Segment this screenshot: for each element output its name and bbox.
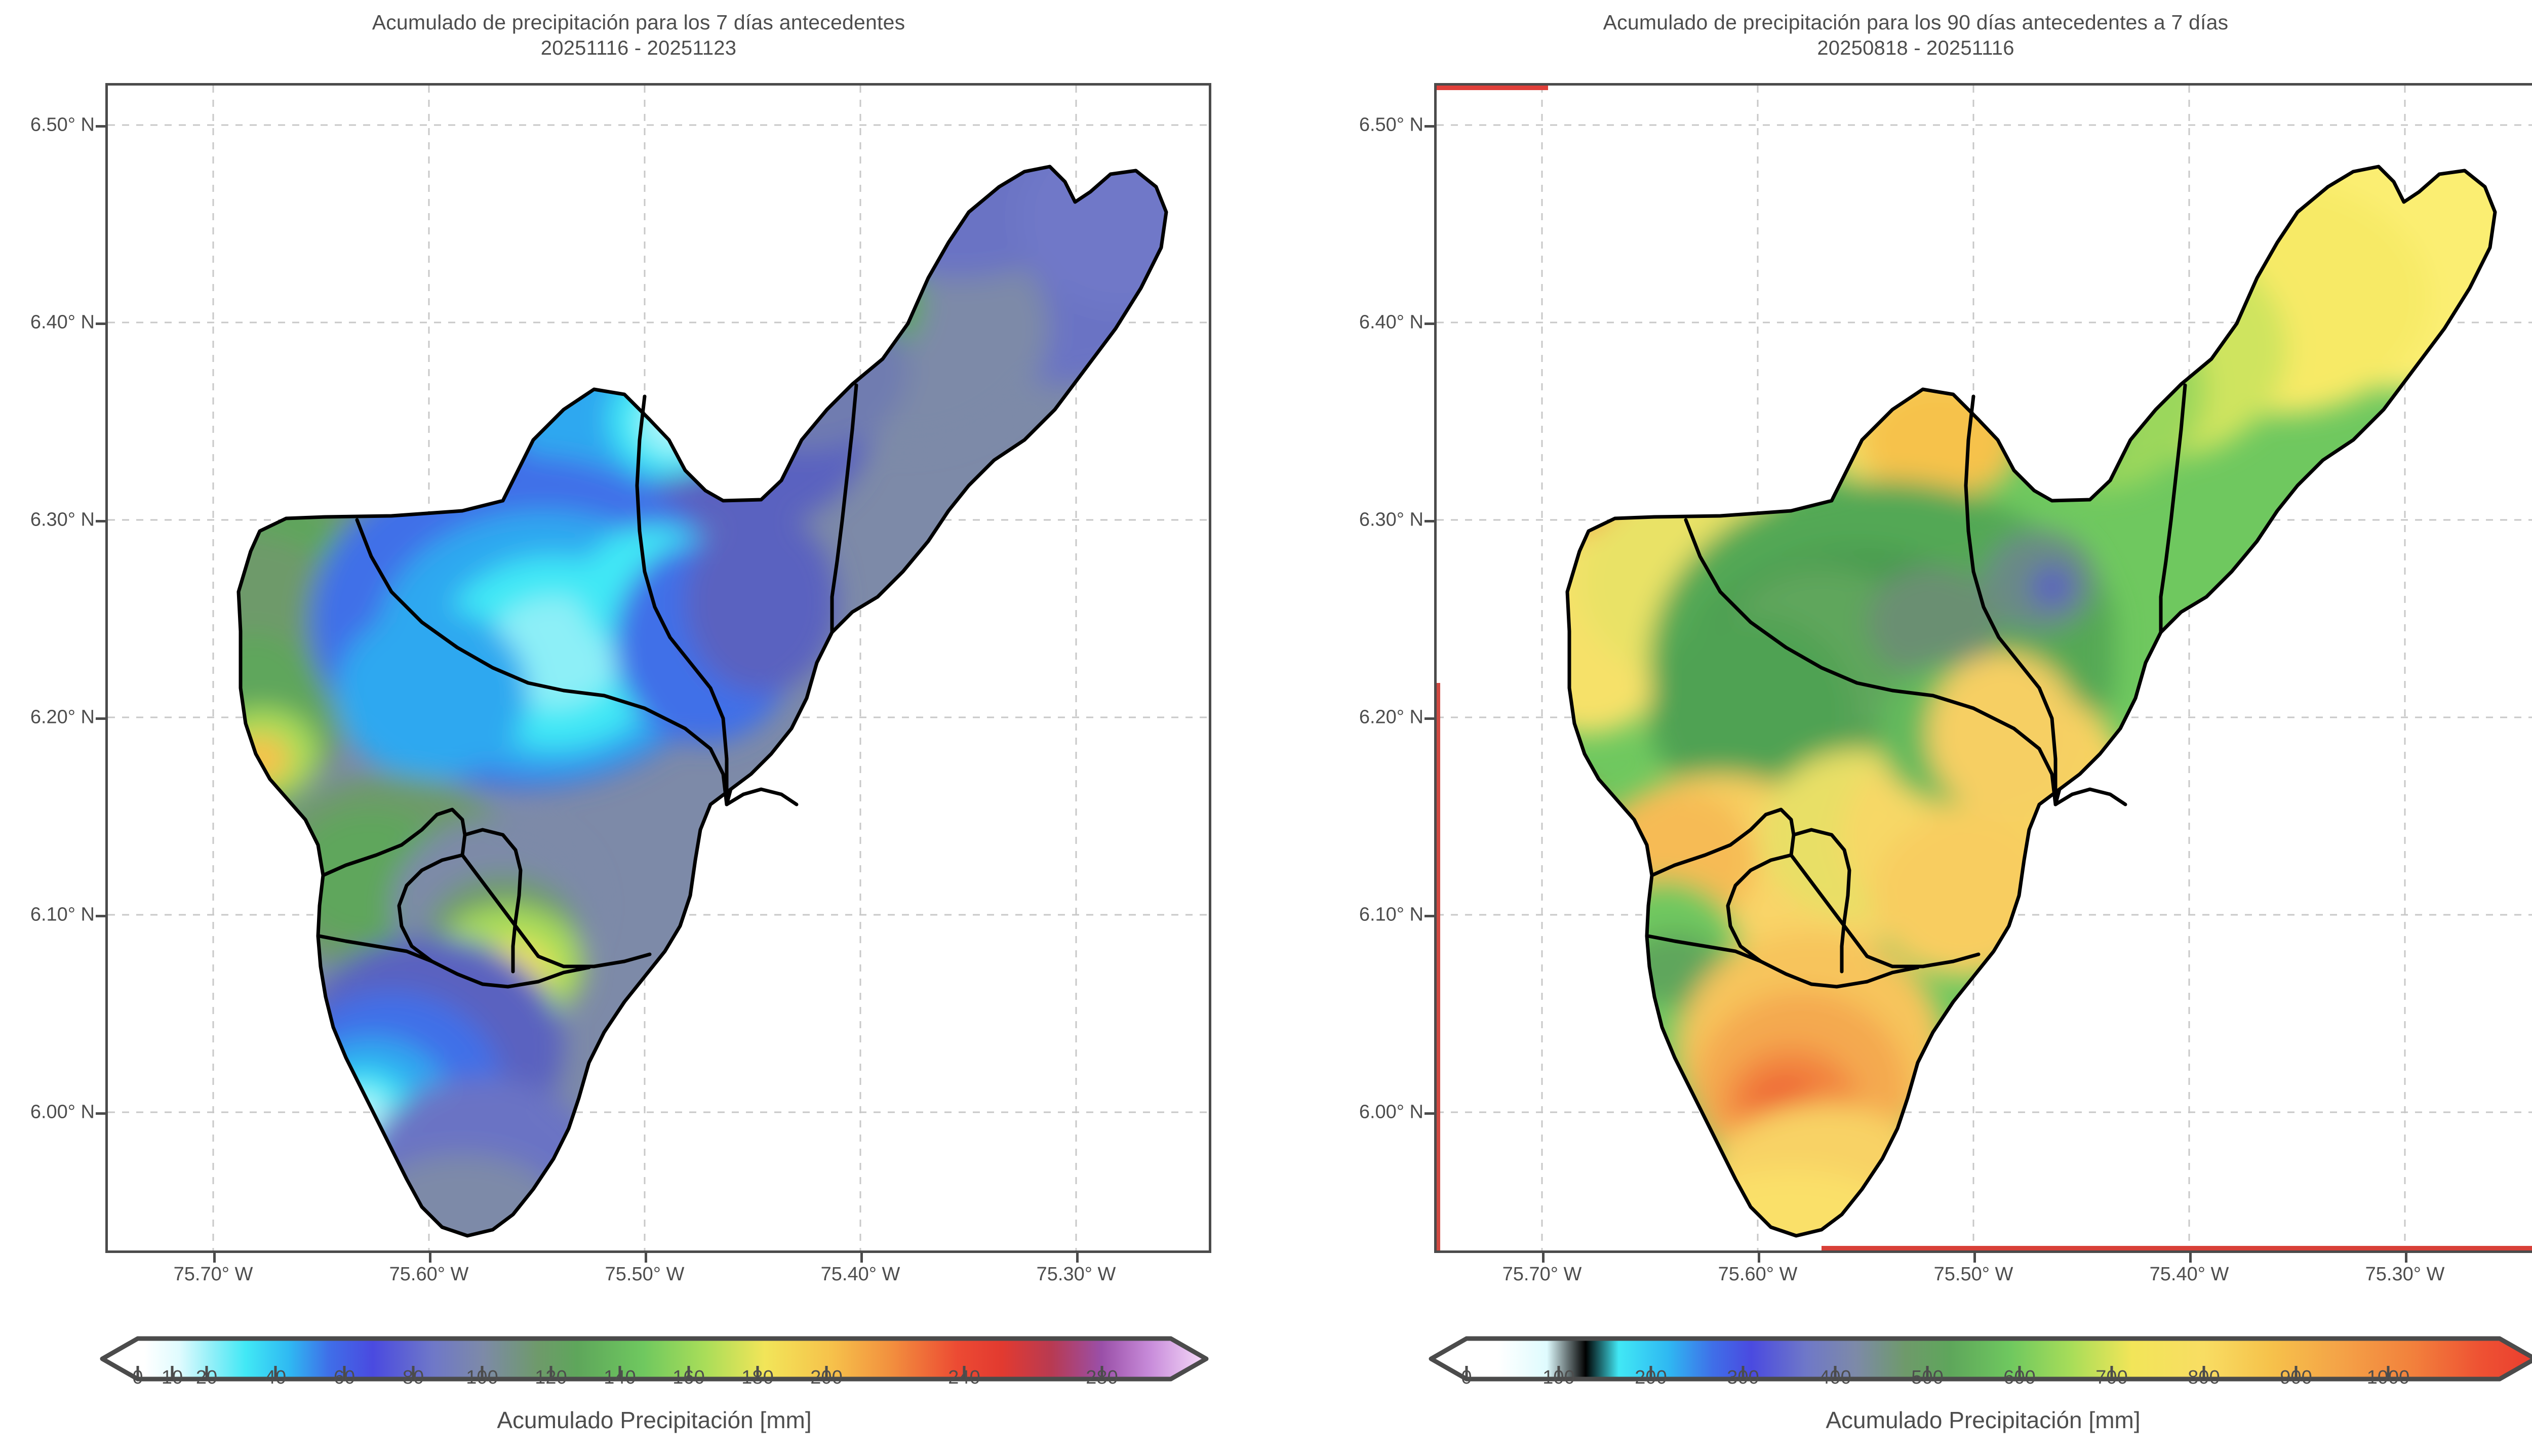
cb-left-tick-11: 200 xyxy=(810,1367,843,1388)
ytick-right-2 xyxy=(1425,520,1437,522)
panel-right: Acumulado de precipitación para los 90 d… xyxy=(1277,0,2532,1456)
basin-boundaries-left xyxy=(236,165,1168,1238)
precip-raster-right xyxy=(1567,167,2495,1236)
cb-right-tick-7: 700 xyxy=(2095,1367,2128,1388)
xtick-right-0 xyxy=(1542,1250,1545,1263)
colorbar-left-label: Acumulado Precipitación [mm] xyxy=(497,1407,812,1433)
map-svg-left xyxy=(108,86,1209,1250)
cb-left-tick-10: 180 xyxy=(741,1367,774,1388)
colorbar-left-svg xyxy=(100,1336,1209,1382)
ytick-label-right-0: 6.50° N xyxy=(1359,114,1423,136)
ytick-left-5 xyxy=(96,1112,108,1115)
colorbar-left-body xyxy=(100,1336,1209,1382)
xtick-label-right-0: 75.70° W xyxy=(1502,1264,1582,1285)
colorbar-right-label: Acumulado Precipitación [mm] xyxy=(1826,1407,2141,1433)
cb-left-tick-2: 20 xyxy=(195,1367,218,1388)
panel-right-subtitle: 20250818 - 20251116 xyxy=(1817,37,2014,60)
cb-right-tick-2: 200 xyxy=(1635,1367,1667,1388)
cb-left-tick-1: 10 xyxy=(161,1367,183,1388)
colorbar-left-ticks xyxy=(136,1366,1103,1379)
cb-left-tick-3: 40 xyxy=(264,1367,287,1388)
cb-right-tick-1: 100 xyxy=(1542,1367,1575,1388)
xtick-right-4 xyxy=(2405,1250,2407,1263)
ytick-left-2 xyxy=(96,520,108,522)
xtick-label-left-3: 75.40° W xyxy=(820,1264,900,1285)
ytick-right-5 xyxy=(1425,1112,1437,1115)
ytick-left-1 xyxy=(96,322,108,325)
xtick-left-3 xyxy=(860,1250,863,1263)
xtick-left-4 xyxy=(1076,1250,1079,1263)
ytick-left-3 xyxy=(96,717,108,720)
ytick-right-4 xyxy=(1425,915,1437,917)
cb-left-tick-4: 60 xyxy=(333,1367,355,1388)
map-canvas-right xyxy=(1437,86,2532,1250)
panel-left-subtitle: 20251116 - 20251123 xyxy=(540,37,737,60)
cb-right-tick-5: 500 xyxy=(1911,1367,1944,1388)
precip-raster-left xyxy=(239,167,1166,1236)
colorbar-right-body xyxy=(1429,1336,2532,1382)
cb-left-tick-13: 280 xyxy=(1086,1367,1118,1388)
ytick-right-0 xyxy=(1425,125,1437,128)
colorbar-right-ticks xyxy=(1465,1366,2390,1379)
panel-left: Acumulado de precipitación para los 7 dí… xyxy=(0,9,1277,1447)
cb-left-tick-9: 160 xyxy=(672,1367,705,1388)
cb-right-tick-6: 600 xyxy=(2003,1367,2036,1388)
ytick-left-0 xyxy=(96,125,108,128)
xtick-label-left-0: 75.70° W xyxy=(173,1264,253,1285)
map-axes-left[interactable]: 6.50° N 6.40° N 6.30° N 6.20° N 6.10° N … xyxy=(30,83,1211,1285)
xtick-label-left-1: 75.60° W xyxy=(389,1264,469,1285)
xtick-label-right-1: 75.60° W xyxy=(1718,1264,1798,1285)
xtick-right-1 xyxy=(1758,1250,1760,1263)
ytick-label-left-5: 6.00° N xyxy=(30,1101,95,1123)
xtick-label-left-4: 75.30° W xyxy=(1036,1264,1116,1285)
cb-left-tick-12: 240 xyxy=(948,1367,980,1388)
cb-left-tick-5: 80 xyxy=(402,1367,424,1388)
raster-edge-artifact-right xyxy=(1437,86,2532,1250)
xtick-label-right-3: 75.40° W xyxy=(2149,1264,2229,1285)
ytick-left-4 xyxy=(96,915,108,917)
cb-left-tick-7: 120 xyxy=(535,1367,567,1388)
xtick-right-3 xyxy=(2189,1250,2192,1263)
ytick-label-left-4: 6.10° N xyxy=(30,904,95,925)
colorbar-left[interactable]: 0 10 20 40 60 80 100 120 140 160 180 200… xyxy=(99,1336,1209,1447)
map-svg-right xyxy=(1437,86,2532,1250)
xtick-label-right-2: 75.50° W xyxy=(1933,1264,2013,1285)
xtick-left-2 xyxy=(645,1250,647,1263)
xtick-label-right-4: 75.30° W xyxy=(2365,1264,2445,1285)
colorbar-right-svg xyxy=(1429,1336,2532,1382)
cb-right-tick-4: 400 xyxy=(1819,1367,1851,1388)
xtick-left-1 xyxy=(429,1250,431,1263)
ytick-right-1 xyxy=(1425,322,1437,325)
ytick-label-right-5: 6.00° N xyxy=(1359,1101,1423,1123)
xtick-right-2 xyxy=(1973,1250,1976,1263)
ytick-label-right-4: 6.10° N xyxy=(1359,904,1423,925)
cb-left-tick-0: 0 xyxy=(132,1367,143,1388)
ytick-label-right-2: 6.30° N xyxy=(1359,509,1423,531)
cb-left-tick-6: 100 xyxy=(466,1367,498,1388)
ytick-label-left-2: 6.30° N xyxy=(30,509,95,531)
basin-boundaries-right xyxy=(1565,165,2497,1238)
cb-left-tick-8: 140 xyxy=(604,1367,636,1388)
colorbar-right[interactable]: 0 100 200 300 400 500 600 700 800 900 10… xyxy=(1428,1336,2532,1447)
ytick-label-left-0: 6.50° N xyxy=(30,114,95,136)
panel-right-title: Acumulado de precipitación para los 90 d… xyxy=(1277,9,2532,62)
ytick-right-3 xyxy=(1425,717,1437,720)
xtick-label-left-2: 75.50° W xyxy=(605,1264,685,1285)
cb-right-tick-10: 1000 xyxy=(2366,1367,2410,1388)
cb-right-tick-8: 800 xyxy=(2188,1367,2220,1388)
xtick-left-0 xyxy=(213,1250,216,1263)
ytick-label-right-3: 6.20° N xyxy=(1359,706,1423,728)
map-canvas-left xyxy=(108,86,1209,1250)
cb-right-tick-9: 900 xyxy=(2280,1367,2312,1388)
cb-right-tick-3: 300 xyxy=(1727,1367,1759,1388)
ytick-label-left-3: 6.20° N xyxy=(30,706,95,728)
cb-right-tick-0: 0 xyxy=(1461,1367,1472,1388)
map-axes-right[interactable]: 6.50° N 6.40° N 6.30° N 6.20° N 6.10° N … xyxy=(1359,83,2532,1285)
panel-left-title: Acumulado de precipitación para los 7 dí… xyxy=(0,9,1277,62)
panel-right-title-text: Acumulado de precipitación para los 90 d… xyxy=(1603,11,2229,34)
panel-left-title-text: Acumulado de precipitación para los 7 dí… xyxy=(372,11,905,34)
ytick-label-right-1: 6.40° N xyxy=(1359,311,1423,333)
ytick-label-left-1: 6.40° N xyxy=(30,311,95,333)
